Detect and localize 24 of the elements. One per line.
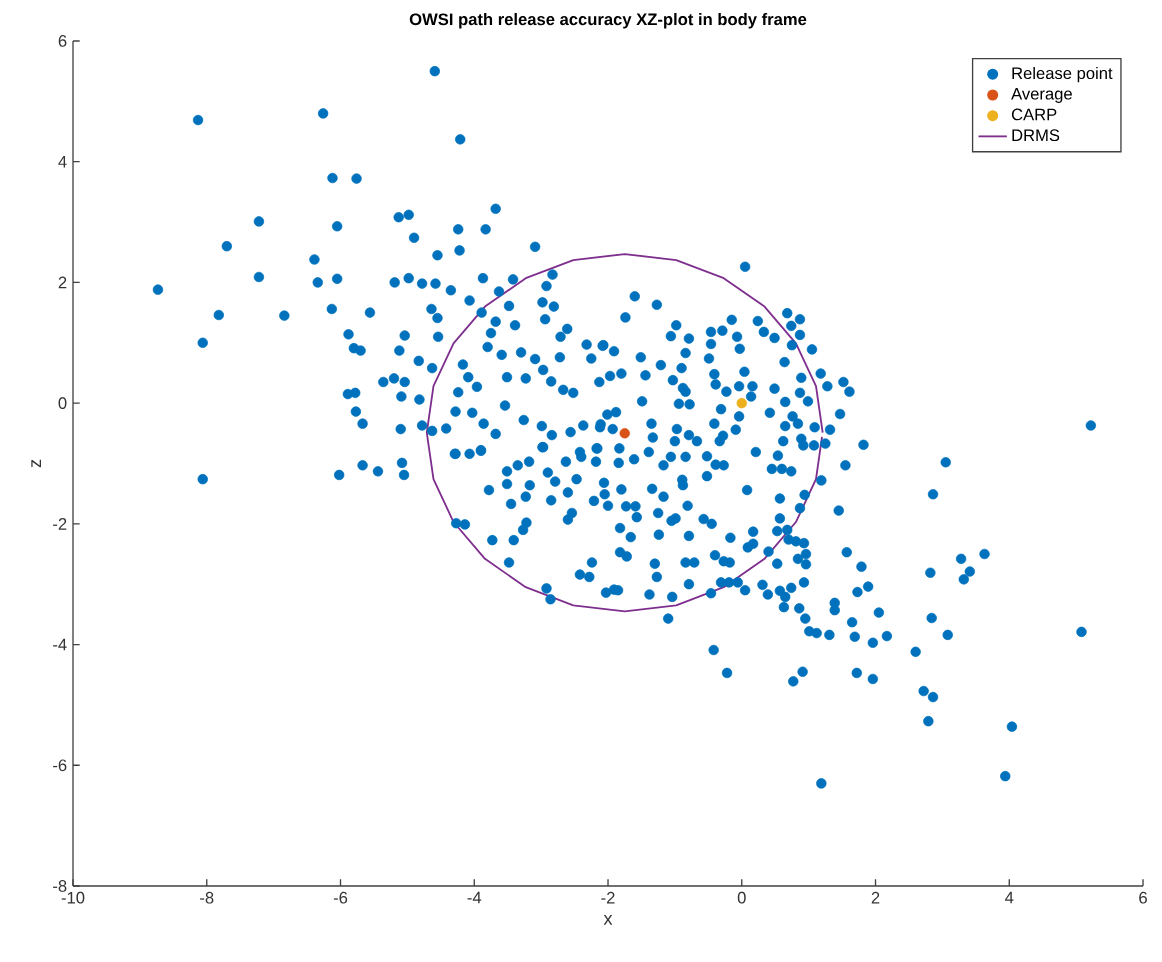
- x-tick-label: 2: [871, 891, 880, 904]
- y-tick-label: 4: [58, 155, 67, 168]
- y-tick-label: -6: [53, 759, 67, 772]
- x-tick-label: -6: [333, 891, 348, 904]
- x-tick-label: 6: [1139, 891, 1147, 904]
- y-tick-label: -8: [53, 880, 67, 892]
- legend-label: Release point: [1012, 66, 1113, 83]
- y-tick-label: 6: [58, 35, 67, 47]
- y-tick-label: -4: [53, 638, 67, 651]
- x-tick-label: 0: [737, 891, 746, 904]
- x-axis-title: x: [603, 915, 613, 925]
- x-tick-label: -4: [467, 891, 482, 904]
- legend-label: DRMS: [1012, 129, 1060, 142]
- x-tick-label: -10: [61, 891, 85, 904]
- x-tick-label: -2: [601, 891, 615, 904]
- legend-label: CARP: [1011, 108, 1057, 121]
- y-axis-title: z: [31, 459, 41, 468]
- legend-label: Average: [1011, 88, 1072, 103]
- chart-title: OWSI path release accuracy XZ-plot in body frame: [409, 13, 807, 29]
- y-tick-label: -2: [53, 518, 67, 530]
- y-tick-label: 2: [58, 276, 67, 289]
- x-tick-label: 4: [1005, 891, 1014, 904]
- y-tick-label: 0: [58, 397, 67, 409]
- x-tick-label: -8: [200, 891, 214, 904]
